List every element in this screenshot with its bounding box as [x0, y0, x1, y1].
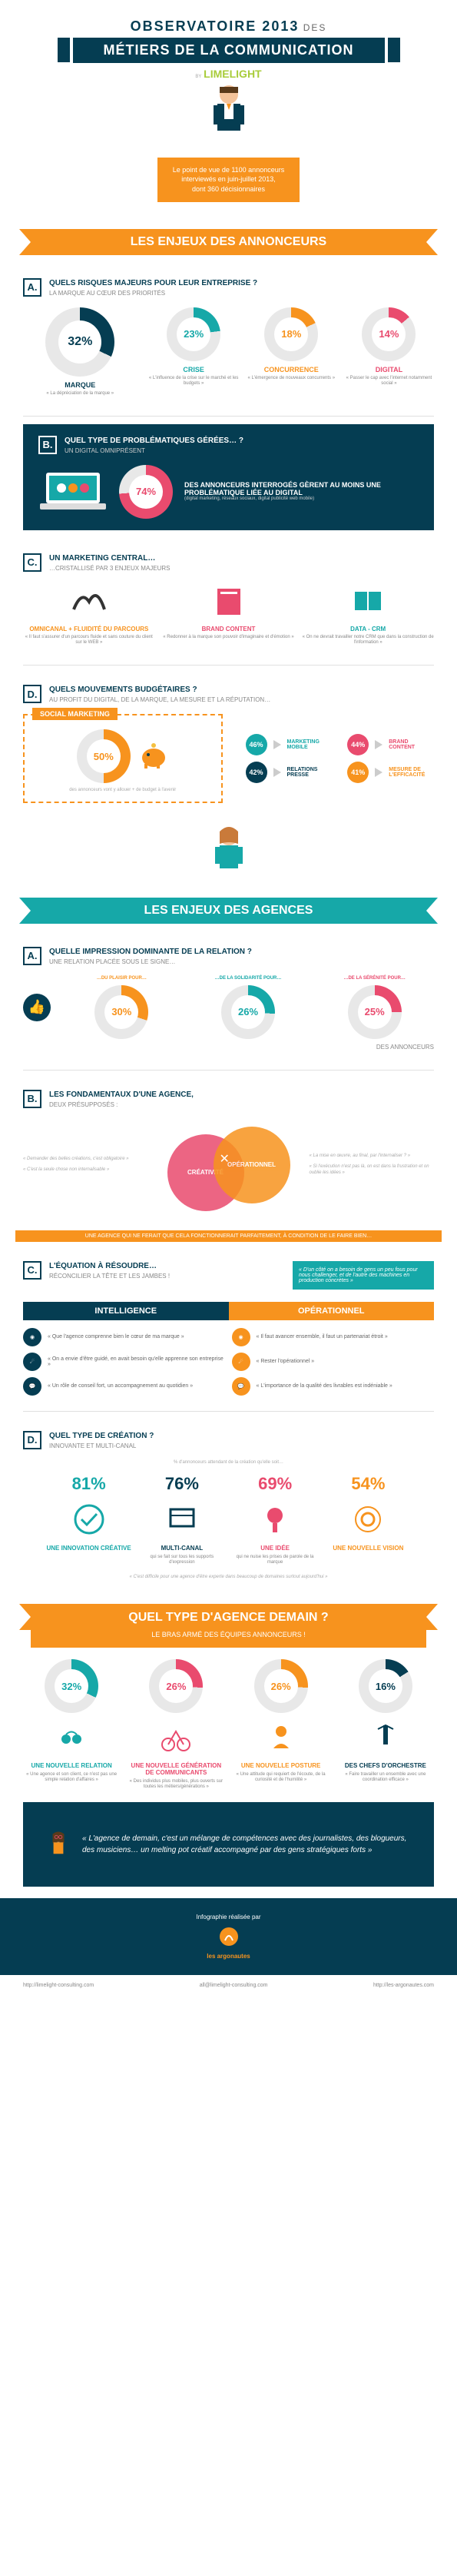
block-a1: A.QUELS RISQUES MAJEURS POUR LEUR ENTREP…	[0, 267, 457, 408]
section-annonceurs: LES ENJEUX DES ANNONCEURS	[31, 229, 426, 255]
quote: « Si l'exécution n'est pas là, on est da…	[310, 1164, 435, 1177]
avatar-woman-1	[0, 822, 457, 886]
demain-col: 32% UNE NOUVELLE RELATION « Une agence e…	[23, 1659, 120, 1790]
avatar-man	[206, 81, 252, 142]
section-agences: LES ENJEUX DES AGENCES	[31, 898, 426, 924]
quote: « C'est la seule chose non internalisabl…	[23, 1167, 148, 1173]
quote-box: « L'agence de demain, c'est un mélange d…	[23, 1802, 434, 1887]
block-a2: A.QUELLE IMPRESSION DOMINANTE DE LA RELA…	[0, 935, 457, 1062]
brand-name: LIMELIGHT	[204, 68, 261, 80]
letter-a2: A.	[23, 947, 41, 965]
thumb-icon: 👍	[23, 994, 51, 1021]
d2-col: 54% UNE NOUVELLE VISION	[326, 1474, 411, 1565]
piggy-icon	[138, 741, 169, 772]
letter-b: B.	[38, 436, 57, 454]
main-banner: MÉTIERS DE LA COMMUNICATION	[73, 38, 385, 63]
footer-links: http://limelight-consulting.com all@lime…	[0, 1975, 457, 1996]
stat-item: 46% MARKETING MOBILE	[246, 734, 325, 755]
footer: Infographie réalisée par les argonautes	[0, 1898, 457, 1975]
header: OBSERVATOIRE 2013 DES MÉTIERS DE LA COMM…	[0, 0, 457, 217]
donut-50: 50%	[77, 729, 131, 783]
block-c2: C.L'ÉQUATION À RÉSOUDRE…RÉCONCILIER LA T…	[0, 1250, 457, 1302]
venn-diagram: CRÉATIVITÉ OPÉRATIONNEL ✕	[160, 1119, 298, 1211]
card: BRAND CONTENT« Redonner à la marque son …	[163, 583, 295, 646]
donut-marque: 32%	[45, 307, 114, 377]
letter-a: A.	[23, 278, 41, 297]
donut-col: …DE LA SÉRÉNITÉ POUR… 25%	[315, 976, 434, 1039]
letter-c: C.	[23, 553, 41, 572]
demain-col: 26% UNE NOUVELLE POSTURE « Une attitude …	[233, 1659, 330, 1790]
block-c1: C.UN MARKETING CENTRAL……CRISTALLISÉ PAR …	[0, 542, 457, 657]
quote: « La mise en œuvre, au final, par l'inte…	[310, 1154, 435, 1160]
title: OBSERVATOIRE 2013	[131, 18, 300, 34]
donut-74: 74%	[119, 465, 173, 519]
demain-col: 26% UNE NOUVELLE GÉNÉRATION DE COMMUNICA…	[127, 1659, 224, 1790]
d2-col: 76% MULTI-CANAL qui se fait sur tous les…	[139, 1474, 224, 1565]
letter-d2: D.	[23, 1431, 41, 1449]
stat-item: 41% MESURE DE L'EFFICACITÉ	[347, 762, 426, 783]
list-item: ☄« On a envie d'être guidé, en avait bes…	[23, 1353, 226, 1371]
stat-item: 44% BRAND CONTENT	[347, 734, 426, 755]
laptop-icon	[38, 469, 108, 515]
logo-icon	[217, 1925, 240, 1948]
card: OMNICANAL + FLUIDITÉ DU PARCOURS« Il fau…	[23, 583, 155, 646]
donut-col: 23% CRISE« L'influence de la crise sur l…	[149, 307, 239, 387]
block-b2: B.LES FONDAMENTAUX D'UNE AGENCE,DEUX PRÉ…	[0, 1078, 457, 1223]
block-d2: D.QUEL TYPE DE CRÉATION ?INNOVANTE ET MU…	[0, 1419, 457, 1592]
demain-col: 16% DES CHEFS D'ORCHESTRE « Faire travai…	[337, 1659, 434, 1790]
two-col-head: INTELLIGENCE OPÉRATIONNEL	[23, 1302, 434, 1320]
section-demain: QUEL TYPE D'AGENCE DEMAIN ? LE BRAS ARMÉ…	[31, 1604, 426, 1648]
subtitle-box: Le point de vue de 1100 annonceurs inter…	[157, 158, 300, 202]
letter-c2: C.	[23, 1261, 41, 1280]
d2-col: 69% UNE IDÉE qui ne nuise les prises de …	[233, 1474, 318, 1565]
card: DATA - CRM« On ne devrait travailler not…	[302, 583, 434, 646]
list-item: ◉« Il faut avancer ensemble, il faut un …	[232, 1328, 435, 1346]
letter-d: D.	[23, 685, 41, 703]
stat-item: 42% RELATIONS PRESSE	[246, 762, 325, 783]
list-item: ☄« Rester l'opérationnel »	[232, 1353, 435, 1371]
tools-icon: ✕	[220, 1151, 230, 1167]
donut-col: 14% DIGITAL« Passer le cap avec l'intern…	[344, 307, 434, 387]
block-b1: B.QUEL TYPE DE PROBLÉMATIQUES GÉRÉES… ?U…	[23, 424, 434, 530]
donut-col: …DE LA SOLIDARITÉ POUR… 26%	[189, 976, 308, 1039]
avatar-woman-2	[46, 1817, 71, 1871]
block-d1: D.QUELS MOUVEMENTS BUDGÉTAIRES ?AU PROFI…	[0, 673, 457, 815]
d2-col: 81% UNE INNOVATION CRÉATIVE	[46, 1474, 131, 1565]
donut-col: …DU PLAISIR POUR… 30%	[62, 976, 181, 1039]
aside-quote: « D'un côté on a besoin de gens un peu f…	[293, 1261, 434, 1290]
ribbon-b2: UNE AGENCE QUI NE FERAIT QUE CELA FONCTI…	[15, 1230, 442, 1242]
list-item: 💬« Un rôle de conseil fort, un accompagn…	[23, 1377, 226, 1396]
letter-b2: B.	[23, 1090, 41, 1108]
quote: « Demander des belles créations, c'est o…	[23, 1157, 148, 1163]
social-box: SOCIAL MARKETING 50% des annonceurs vont…	[23, 714, 223, 803]
list-item: 💬« L'importance de la qualité des livrab…	[232, 1377, 435, 1396]
donut-col: 18% CONCURRENCE« L'émergence de nouveaux…	[247, 307, 336, 381]
list-item: ◉« Que l'agence comprenne bien le cœur d…	[23, 1328, 226, 1346]
